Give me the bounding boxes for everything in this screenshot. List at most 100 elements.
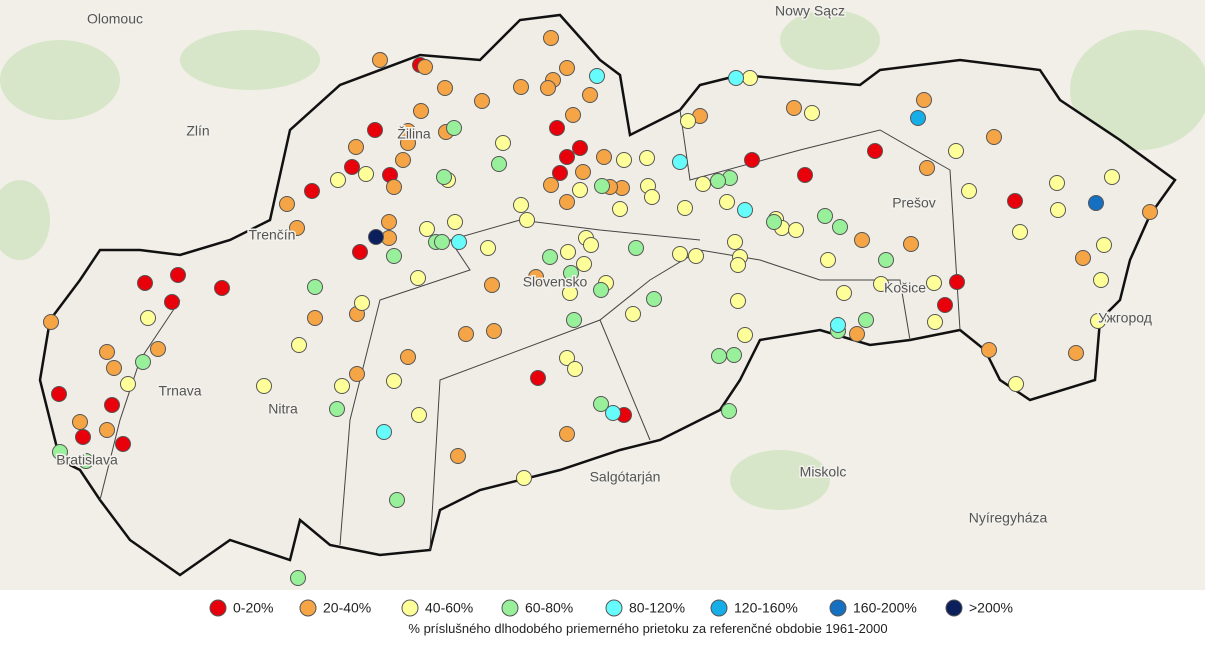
station-marker xyxy=(639,150,655,166)
station-marker xyxy=(593,396,609,412)
station-marker xyxy=(903,236,919,252)
station-marker xyxy=(349,366,365,382)
station-marker xyxy=(400,135,416,151)
station-marker xyxy=(400,349,416,365)
station-marker xyxy=(411,407,427,423)
station-marker xyxy=(291,337,307,353)
station-marker xyxy=(170,267,186,283)
legend-swatch xyxy=(501,599,519,617)
station-marker xyxy=(386,248,402,264)
station-marker xyxy=(742,70,758,86)
station-marker xyxy=(572,182,588,198)
station-marker xyxy=(878,252,894,268)
station-marker xyxy=(786,100,802,116)
station-marker xyxy=(559,194,575,210)
place-labels: Olomouc Nowy Sącz Zlín Žilina Trenčín Prešov S… xyxy=(55,1,1154,527)
station-marker xyxy=(279,196,295,212)
station-marker xyxy=(644,189,660,205)
station-marker xyxy=(367,122,383,138)
station-marker xyxy=(567,361,583,377)
station-marker xyxy=(307,279,323,295)
station-marker xyxy=(135,354,151,370)
station-marker xyxy=(52,444,68,460)
station-marker xyxy=(836,285,852,301)
station-markers xyxy=(43,30,1158,586)
station-marker xyxy=(804,105,820,121)
station-marker xyxy=(354,295,370,311)
station-marker xyxy=(99,422,115,438)
station-marker xyxy=(854,232,870,248)
station-marker xyxy=(873,276,889,292)
station-marker xyxy=(727,234,743,250)
station-marker xyxy=(413,103,429,119)
legend-label: 0-20% xyxy=(233,600,273,616)
station-marker xyxy=(730,293,746,309)
station-marker xyxy=(51,386,67,402)
station-marker xyxy=(386,373,402,389)
station-marker xyxy=(1142,204,1158,220)
station-marker xyxy=(766,214,782,230)
place-label: Ужгород xyxy=(1098,310,1152,326)
station-marker xyxy=(519,212,535,228)
station-marker xyxy=(820,252,836,268)
station-marker xyxy=(513,197,529,213)
legend-label: 160-200% xyxy=(853,600,917,616)
station-marker xyxy=(410,270,426,286)
station-marker xyxy=(572,140,588,156)
station-marker xyxy=(1007,193,1023,209)
station-marker xyxy=(480,240,496,256)
station-marker xyxy=(1050,202,1066,218)
station-marker xyxy=(104,397,120,413)
place-label: Trenčín xyxy=(249,227,296,243)
station-marker xyxy=(582,87,598,103)
station-marker xyxy=(1068,345,1084,361)
place-label: Olomouc xyxy=(87,11,143,27)
station-marker xyxy=(376,424,392,440)
station-marker xyxy=(115,436,131,452)
station-marker xyxy=(744,152,760,168)
station-marker xyxy=(307,310,323,326)
station-marker xyxy=(737,202,753,218)
station-marker xyxy=(961,183,977,199)
place-label: Bratislava xyxy=(56,452,118,468)
station-marker xyxy=(981,342,997,358)
legend-label: 80-120% xyxy=(629,600,685,616)
station-marker xyxy=(566,312,582,328)
station-marker xyxy=(491,156,507,172)
place-label: Salgótarján xyxy=(590,469,661,485)
place-label: Prešov xyxy=(892,195,936,211)
station-marker xyxy=(543,177,559,193)
place-label: Košice xyxy=(884,280,926,296)
station-marker xyxy=(434,234,450,250)
legend-label: 120-160% xyxy=(734,600,798,616)
place-label: Nowy Sącz xyxy=(775,3,845,19)
station-marker xyxy=(1075,250,1091,266)
station-marker xyxy=(721,403,737,419)
station-marker xyxy=(849,326,865,342)
station-marker xyxy=(120,376,136,392)
station-marker xyxy=(1104,169,1120,185)
station-marker xyxy=(484,277,500,293)
station-marker xyxy=(576,256,592,272)
station-marker xyxy=(549,120,565,136)
station-marker xyxy=(559,350,575,366)
legend-caption: % príslušného dlhodobého priemerného pri… xyxy=(408,621,887,636)
station-marker xyxy=(926,275,942,291)
station-marker xyxy=(858,312,874,328)
legend-swatch xyxy=(945,599,963,617)
station-marker xyxy=(395,152,411,168)
station-marker xyxy=(605,405,621,421)
legend-swatch xyxy=(209,599,227,617)
station-marker xyxy=(589,68,605,84)
legend-label: 20-40% xyxy=(323,600,371,616)
station-marker xyxy=(797,167,813,183)
station-marker xyxy=(710,173,726,189)
station-marker xyxy=(563,265,579,281)
station-marker xyxy=(596,149,612,165)
place-label: Nyíregyháza xyxy=(969,510,1048,526)
station-marker xyxy=(559,60,575,76)
station-marker xyxy=(594,178,610,194)
station-marker xyxy=(830,317,846,333)
station-marker xyxy=(516,470,532,486)
station-marker xyxy=(140,310,156,326)
